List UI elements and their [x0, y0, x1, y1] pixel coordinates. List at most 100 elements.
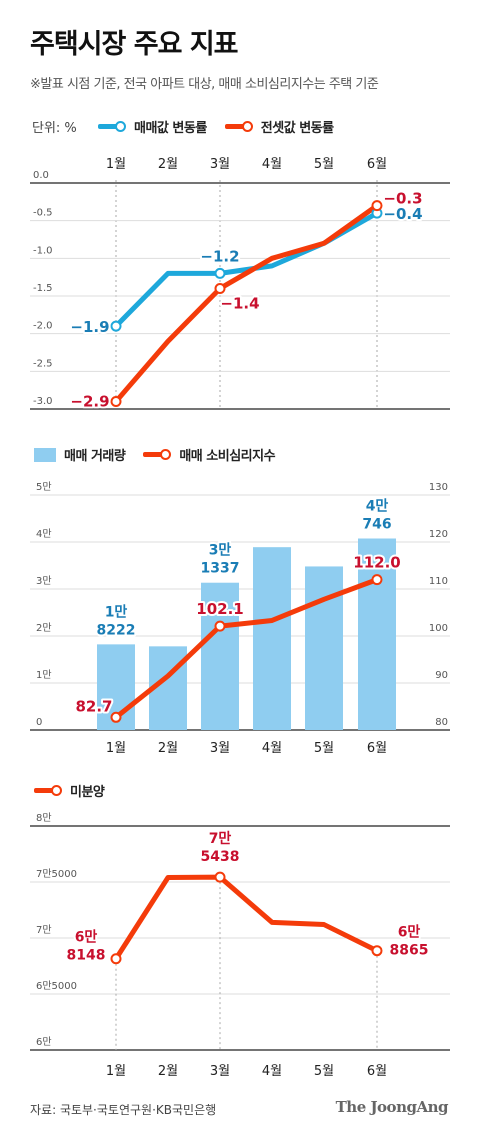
data-label: −0.4	[383, 205, 422, 223]
y-tick-label: 7만5000	[36, 868, 77, 880]
data-point	[110, 953, 122, 965]
chart2-legend: 매매 거래량 매매 소비심리지수	[34, 445, 293, 464]
data-label: 8148	[67, 948, 106, 964]
legend-label: 매매값 변동률	[134, 121, 207, 136]
y-tick-label-right: 130	[429, 482, 448, 493]
data-label: 82.7	[75, 697, 112, 715]
data-point	[371, 945, 383, 957]
legend-bar-icon	[34, 447, 56, 462]
x-tick-label: 1월	[106, 157, 126, 172]
x-tick-label: 4월	[262, 741, 282, 756]
x-tick-label: 2월	[158, 741, 178, 756]
bar-data-label: 1만	[105, 604, 128, 620]
data-point	[371, 574, 383, 586]
data-label-halo: −0.3	[383, 190, 422, 208]
bar-data-label-halo: 1337	[201, 561, 240, 577]
data-point	[371, 200, 383, 212]
x-tick-label: 6월	[367, 1064, 387, 1079]
bar-data-label: 4만	[366, 498, 389, 514]
bar-data-label-halo: 1만	[105, 604, 128, 620]
x-tick-label: 2월	[158, 1064, 178, 1079]
chart1-legend: 매매값 변동률 전셋값 변동률	[98, 117, 352, 136]
data-point	[214, 282, 226, 294]
bar-data-label: 8222	[97, 622, 136, 638]
data-point	[110, 395, 122, 407]
bar-data-label: 746	[362, 516, 391, 532]
series-line	[113, 203, 380, 404]
y-tick-label-left: 1만	[36, 669, 52, 681]
x-tick-label: 1월	[106, 1064, 126, 1079]
y-tick-label: -3.0	[33, 396, 53, 407]
legend-item-sentiment: 매매 소비심리지수	[143, 445, 276, 464]
y-tick-label-left: 5만	[36, 481, 52, 493]
bar-data-label-halo: 4만	[366, 498, 389, 514]
legend-label: 전셋값 변동률	[260, 121, 334, 136]
page-title: 주택시장 주요 지표	[30, 29, 239, 60]
x-tick-label: 6월	[367, 157, 387, 172]
y-tick-label-right: 80	[435, 717, 448, 728]
series-line	[113, 577, 380, 720]
bar	[358, 538, 396, 730]
data-label-halo: 7만	[209, 831, 232, 847]
unit-label: 단위: %	[32, 121, 77, 136]
data-point	[214, 620, 226, 632]
y-tick-label: -2.0	[33, 321, 53, 332]
data-label-halo: −1.4	[220, 294, 259, 312]
data-label-halo: 8865	[390, 943, 429, 959]
x-tick-label: 3월	[210, 741, 230, 756]
source-credit: 자료: 국토부·국토연구원·KB국민은행	[30, 1103, 217, 1117]
y-tick-label-left: 4만	[36, 528, 52, 540]
x-tick-label: 3월	[210, 1064, 230, 1079]
data-point	[214, 871, 226, 883]
data-label: 6만	[398, 925, 421, 941]
y-tick-label: -1.5	[33, 283, 53, 294]
x-tick-label: 4월	[262, 1064, 282, 1079]
bar	[305, 566, 343, 730]
legend-line-red-icon	[224, 121, 253, 132]
data-label-halo: 6만	[75, 930, 98, 946]
data-label: −2.9	[70, 392, 109, 410]
data-label-halo: −2.9	[70, 392, 109, 410]
legend-line-blue-icon	[98, 121, 126, 132]
legend-label: 미분양	[70, 785, 105, 800]
x-tick-label: 6월	[367, 741, 387, 756]
data-label: −1.4	[220, 294, 259, 312]
bar	[253, 547, 291, 730]
legend-item-volume: 매매 거래량	[34, 445, 126, 464]
data-label: −0.3	[383, 190, 422, 208]
legend-item-jeonse-change: 전셋값 변동률	[224, 117, 334, 136]
y-tick-label: -0.5	[33, 208, 53, 219]
data-label-halo: 5438	[201, 849, 240, 865]
y-tick-label: -2.5	[33, 358, 53, 369]
y-tick-label: 6만5000	[36, 980, 77, 992]
data-label-halo: 8148	[67, 948, 106, 964]
y-tick-label: -1.0	[33, 245, 53, 256]
chart3-legend: 미분양	[34, 781, 122, 800]
x-tick-label: 1월	[106, 741, 126, 756]
data-label: 112.0	[353, 554, 400, 572]
x-tick-label: 5월	[314, 157, 334, 172]
y-tick-label-right: 120	[429, 529, 448, 540]
bar	[201, 582, 239, 730]
data-label: −1.9	[70, 318, 109, 336]
bar-data-label-halo: 3만	[209, 543, 232, 559]
legend-label: 매매 소비심리지수	[179, 449, 276, 464]
data-point	[214, 267, 226, 279]
y-tick-label-right: 100	[429, 623, 448, 634]
data-label: −1.2	[200, 247, 239, 265]
data-label-halo: −1.9	[70, 318, 109, 336]
legend-item-sale-change: 매매값 변동률	[98, 117, 207, 136]
data-label-halo: 112.0	[353, 554, 400, 572]
legend-item-unsold: 미분양	[34, 781, 105, 800]
data-label-halo: −0.4	[383, 205, 422, 223]
data-label-halo: 102.1	[196, 600, 243, 618]
legend-label: 매매 거래량	[64, 449, 126, 464]
subtitle-note: ※발표 시점 기준, 전국 아파트 대상, 매매 소비심리지수는 주택 기준	[30, 77, 379, 92]
x-tick-label: 5월	[314, 741, 334, 756]
data-label: 6만	[75, 930, 98, 946]
x-tick-label: 5월	[314, 1064, 334, 1079]
bar-data-label: 1337	[201, 561, 240, 577]
data-label-halo: 82.7	[75, 697, 112, 715]
brand-logo: The JoongAng	[335, 1098, 449, 1116]
